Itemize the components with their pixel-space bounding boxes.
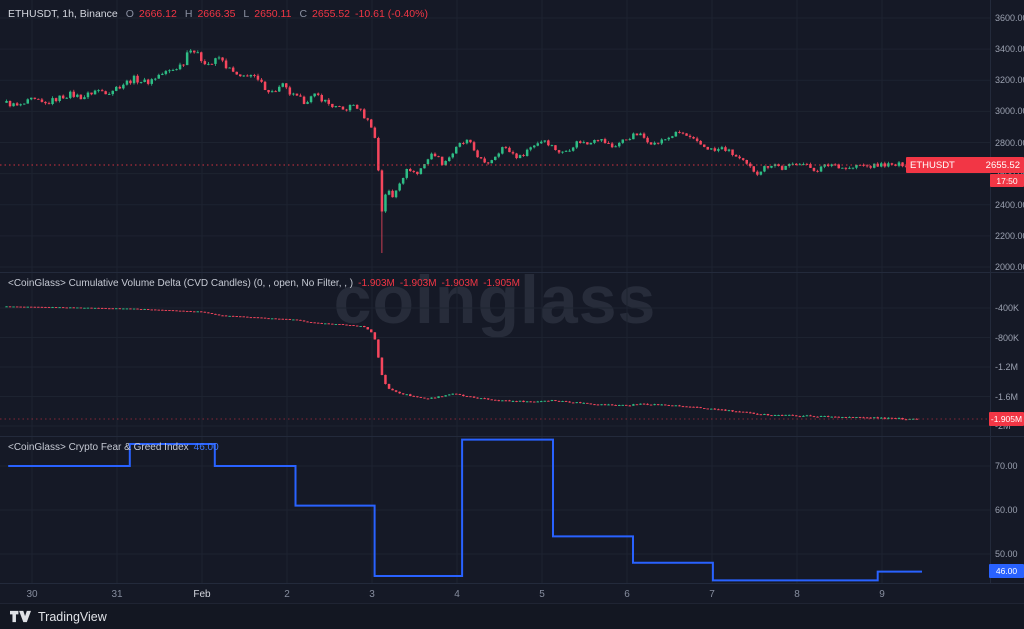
price-axis[interactable]: 3600.00 3400.00 3200.00 3000.00 2800.00 2600.… xyxy=(990,0,1024,583)
cvd-close-value: -1.905M xyxy=(483,278,520,289)
axis-label: 2800.00 xyxy=(995,137,1024,148)
bottom-toolbar: TradingView xyxy=(0,603,1024,629)
cvd-low-value: -1.903M xyxy=(441,278,479,289)
fear-greed-value: 46.00 xyxy=(193,442,219,453)
axis-label: -1.6M xyxy=(995,391,1019,402)
panel-separator[interactable] xyxy=(0,272,1024,273)
cvd-legend[interactable]: <CoinGlass> Cumulative Volume Delta (CVD… xyxy=(8,278,520,289)
axis-label: 2000.00 xyxy=(995,262,1024,272)
axis-label: 3400.00 xyxy=(995,44,1024,55)
low-label: L xyxy=(243,8,250,20)
axis-label: 2600.00 xyxy=(995,169,1024,179)
time-axis-label: 31 xyxy=(111,589,123,600)
coinglass-watermark: coinglass xyxy=(333,262,657,338)
cvd-indicator-title: <CoinGlass> Cumulative Volume Delta (CVD… xyxy=(8,278,354,289)
axis-label: -2M xyxy=(995,421,1011,431)
panel-separator[interactable] xyxy=(0,436,1024,437)
close-value: 2655.52 xyxy=(312,8,351,20)
fear-greed-step-chart[interactable] xyxy=(0,436,990,583)
time-axis[interactable]: 30 31 Feb 2 3 4 5 6 7 8 9 xyxy=(0,583,1024,604)
time-axis-label: 6 xyxy=(624,589,630,600)
axis-label: 70.00 xyxy=(995,461,1018,471)
time-axis-label: 9 xyxy=(879,589,885,600)
low-value: 2650.11 xyxy=(254,8,292,20)
change-value: -10.61 (-0.40%) xyxy=(355,8,428,20)
high-value: 2666.35 xyxy=(197,8,236,20)
axis-label: 3000.00 xyxy=(995,106,1024,117)
axis-label: 2400.00 xyxy=(995,199,1024,210)
cvd-candlestick-chart[interactable] xyxy=(0,272,990,436)
time-axis-label: 4 xyxy=(454,589,460,600)
time-axis-label: 30 xyxy=(26,589,38,600)
price-candlestick-chart[interactable] xyxy=(0,0,990,272)
time-axis-label: 7 xyxy=(709,589,715,600)
open-value: 2666.12 xyxy=(138,8,177,20)
tradingview-brand[interactable]: TradingView xyxy=(38,609,107,624)
axis-label: -400K xyxy=(995,303,1020,313)
close-label: C xyxy=(299,8,308,20)
current-price-badge: ETHUSDT 2655.52 xyxy=(906,157,1024,173)
high-label: H xyxy=(184,8,193,20)
badge-price-value: 2655.52 xyxy=(985,159,1020,171)
axis-label: 50.00 xyxy=(995,549,1018,559)
time-axis-label: 8 xyxy=(794,589,800,600)
tradingview-logo-icon[interactable] xyxy=(10,610,31,623)
cvd-high-value: -1.903M xyxy=(399,278,437,289)
time-axis-label: Feb xyxy=(193,589,211,600)
chart-area[interactable]: coinglass ETHUSDT, 1h, Binance O 2666.12 … xyxy=(0,0,990,583)
axis-label: 3200.00 xyxy=(995,75,1024,86)
axis-label: 60.00 xyxy=(995,505,1018,515)
time-axis-label: 3 xyxy=(369,589,375,600)
badge-symbol: ETHUSDT xyxy=(910,159,955,171)
fear-greed-indicator-title: <CoinGlass> Crypto Fear & Greed Index xyxy=(8,442,189,453)
symbol-title: ETHUSDT, 1h, Binance xyxy=(8,8,118,20)
open-label: O xyxy=(125,8,134,20)
price-legend[interactable]: ETHUSDT, 1h, Binance O 2666.12 H 2666.35 L… xyxy=(8,8,428,20)
time-axis-label: 2 xyxy=(284,589,290,600)
time-axis-label: 5 xyxy=(539,589,545,600)
bar-countdown-badge: 17:50 xyxy=(990,174,1024,187)
fear-greed-legend[interactable]: <CoinGlass> Crypto Fear & Greed Index 46… xyxy=(8,442,219,453)
fear-greed-value-badge: 46.00 xyxy=(989,564,1024,578)
axis-label: -1.2M xyxy=(995,362,1019,372)
cvd-open-value: -1.903M xyxy=(358,278,395,289)
cvd-value-badge: -1.905M xyxy=(989,412,1024,426)
axis-label: 2200.00 xyxy=(995,230,1024,241)
axis-label: 3600.00 xyxy=(995,13,1024,23)
axis-label: -800K xyxy=(995,332,1020,343)
